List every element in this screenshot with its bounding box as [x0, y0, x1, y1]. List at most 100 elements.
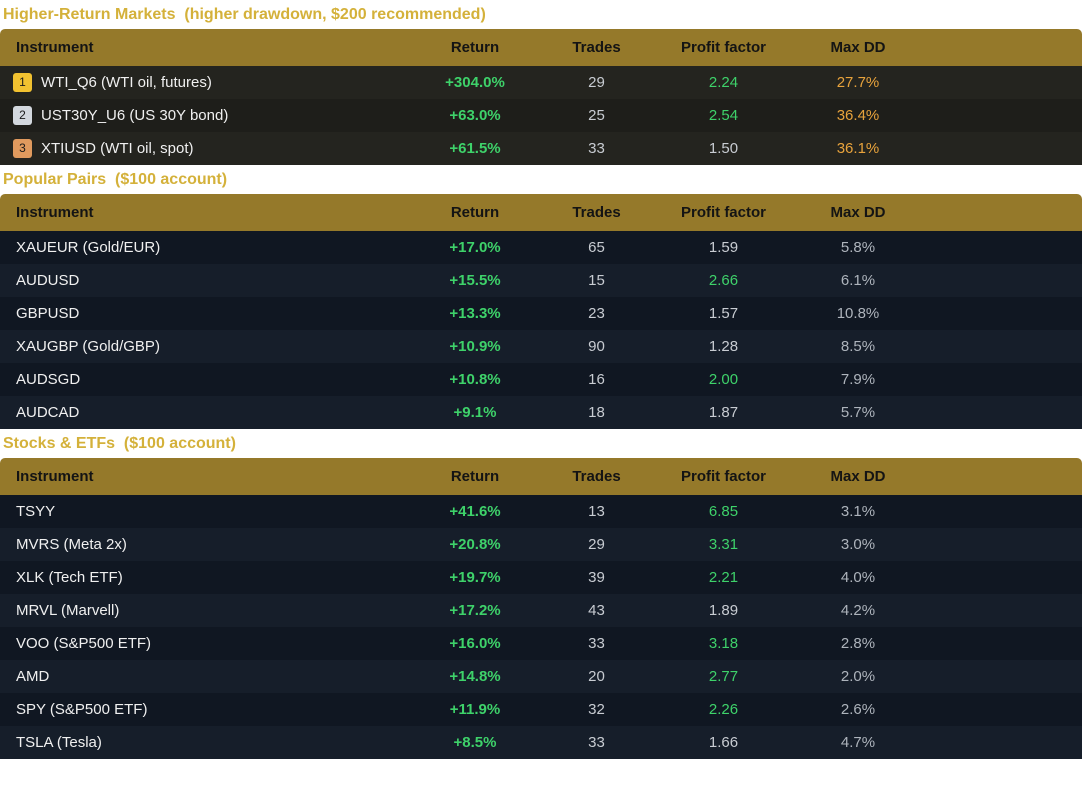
header-profit-factor: Profit factor — [680, 468, 766, 485]
max-dd-value: 2.0% — [840, 668, 876, 685]
rank-badge: 1 — [13, 73, 32, 92]
trades-value: 33 — [588, 734, 605, 751]
header-instrument: Instrument — [16, 468, 94, 485]
return-value: +10.8% — [449, 371, 501, 388]
instrument-name: GBPUSD — [16, 305, 80, 322]
profit-factor-value: 1.50 — [708, 140, 739, 157]
instrument-name: XLK (Tech ETF) — [16, 569, 123, 586]
profit-factor-value: 2.26 — [708, 701, 739, 718]
table-row: AMD +14.8% 20 2.77 2.0% — [0, 660, 1082, 693]
instrument-name: XAUGBP (Gold/GBP) — [16, 338, 160, 355]
return-value: +61.5% — [449, 140, 501, 157]
max-dd-value: 5.8% — [840, 239, 876, 256]
return-value: +41.6% — [449, 503, 501, 520]
header-max-dd: Max DD — [830, 468, 886, 485]
trades-value: 33 — [588, 140, 605, 157]
header-profit-factor: Profit factor — [680, 204, 766, 221]
trades-value: 29 — [588, 536, 605, 553]
profit-factor-value: 1.28 — [708, 338, 739, 355]
profit-factor-value: 2.00 — [708, 371, 739, 388]
instrument-name: XTIUSD (WTI oil, spot) — [41, 140, 194, 157]
header-instrument: Instrument — [16, 39, 94, 56]
return-value: +63.0% — [449, 107, 501, 124]
max-dd-value: 27.7% — [836, 74, 880, 91]
max-dd-value: 3.0% — [840, 536, 876, 553]
table-row: 2 UST30Y_U6 (US 30Y bond) +63.0% 25 2.54… — [0, 99, 1082, 132]
instrument-name: AUDCAD — [16, 404, 80, 421]
return-value: +19.7% — [449, 569, 501, 586]
trades-value: 43 — [588, 602, 605, 619]
header-instrument: Instrument — [16, 204, 94, 221]
table-row: TSLA (Tesla) +8.5% 33 1.66 4.7% — [0, 726, 1082, 759]
return-value: +15.5% — [449, 272, 501, 289]
profit-factor-value: 3.18 — [708, 635, 739, 652]
instrument-name: WTI_Q6 (WTI oil, futures) — [41, 74, 212, 91]
table-row: AUDCAD +9.1% 18 1.87 5.7% — [0, 396, 1082, 429]
max-dd-value: 8.5% — [840, 338, 876, 355]
profit-factor-value: 2.66 — [708, 272, 739, 289]
max-dd-value: 4.2% — [840, 602, 876, 619]
max-dd-value: 5.7% — [840, 404, 876, 421]
instrument-name: AMD — [16, 668, 50, 685]
instrument-name: VOO (S&P500 ETF) — [16, 635, 152, 652]
section-title: Stocks & ETFs ($100 account) — [3, 435, 236, 452]
profit-factor-value: 2.54 — [708, 107, 739, 124]
return-value: +14.8% — [449, 668, 501, 685]
trades-value: 32 — [588, 701, 605, 718]
trades-value: 29 — [588, 74, 605, 91]
profit-factor-value: 2.21 — [708, 569, 739, 586]
table-row: SPY (S&P500 ETF) +11.9% 32 2.26 2.6% — [0, 693, 1082, 726]
table-row: GBPUSD +13.3% 23 1.57 10.8% — [0, 297, 1082, 330]
table-row: AUDSGD +10.8% 16 2.00 7.9% — [0, 363, 1082, 396]
instrument-name: MRVL (Marvell) — [16, 602, 120, 619]
return-value: +13.3% — [449, 305, 501, 322]
return-value: +16.0% — [449, 635, 501, 652]
section-higher-return: Higher-Return Markets (higher drawdown, … — [0, 0, 1082, 165]
table-header: Instrument Return Trades Profit factor M… — [0, 29, 1082, 66]
max-dd-value: 2.8% — [840, 635, 876, 652]
section-stocks-etfs: Stocks & ETFs ($100 account) Instrument … — [0, 429, 1082, 759]
table-row: AUDUSD +15.5% 15 2.66 6.1% — [0, 264, 1082, 297]
return-value: +304.0% — [445, 74, 505, 91]
section-popular-pairs: Popular Pairs ($100 account) Instrument … — [0, 165, 1082, 429]
instrument-name: TSYY — [16, 503, 56, 520]
table-row: 3 XTIUSD (WTI oil, spot) +61.5% 33 1.50 … — [0, 132, 1082, 165]
section-title: Popular Pairs ($100 account) — [3, 171, 228, 188]
max-dd-value: 10.8% — [836, 305, 880, 322]
trades-value: 18 — [588, 404, 605, 421]
instrument-name: UST30Y_U6 (US 30Y bond) — [41, 107, 229, 124]
table-row: XAUEUR (Gold/EUR) +17.0% 65 1.59 5.8% — [0, 231, 1082, 264]
header-trades: Trades — [572, 204, 621, 221]
profit-factor-value: 6.85 — [708, 503, 739, 520]
instrument-name: MVRS (Meta 2x) — [16, 536, 127, 553]
rank-badge: 2 — [13, 106, 32, 125]
trades-value: 65 — [588, 239, 605, 256]
header-trades: Trades — [572, 468, 621, 485]
table-row: TSYY +41.6% 13 6.85 3.1% — [0, 495, 1082, 528]
header-max-dd: Max DD — [830, 39, 886, 56]
profit-factor-value: 3.31 — [708, 536, 739, 553]
trades-value: 25 — [588, 107, 605, 124]
trades-value: 23 — [588, 305, 605, 322]
instrument-name: SPY (S&P500 ETF) — [16, 701, 148, 718]
trades-value: 16 — [588, 371, 605, 388]
return-value: +11.9% — [449, 701, 501, 718]
header-return: Return — [450, 204, 500, 221]
profit-factor-value: 1.87 — [708, 404, 739, 421]
return-value: +20.8% — [449, 536, 501, 553]
max-dd-value: 36.4% — [836, 107, 880, 124]
profit-factor-value: 2.24 — [708, 74, 739, 91]
profit-factor-value: 1.57 — [708, 305, 739, 322]
profit-factor-value: 1.66 — [708, 734, 739, 751]
return-value: +17.2% — [449, 602, 501, 619]
table-header: Instrument Return Trades Profit factor M… — [0, 194, 1082, 231]
table-row: 1 WTI_Q6 (WTI oil, futures) +304.0% 29 2… — [0, 66, 1082, 99]
trades-value: 15 — [588, 272, 605, 289]
section-title: Higher-Return Markets (higher drawdown, … — [3, 6, 486, 23]
header-max-dd: Max DD — [830, 204, 886, 221]
table-row: XLK (Tech ETF) +19.7% 39 2.21 4.0% — [0, 561, 1082, 594]
table-header: Instrument Return Trades Profit factor M… — [0, 458, 1082, 495]
header-profit-factor: Profit factor — [680, 39, 766, 56]
trades-value: 39 — [588, 569, 605, 586]
max-dd-value: 4.7% — [840, 734, 876, 751]
